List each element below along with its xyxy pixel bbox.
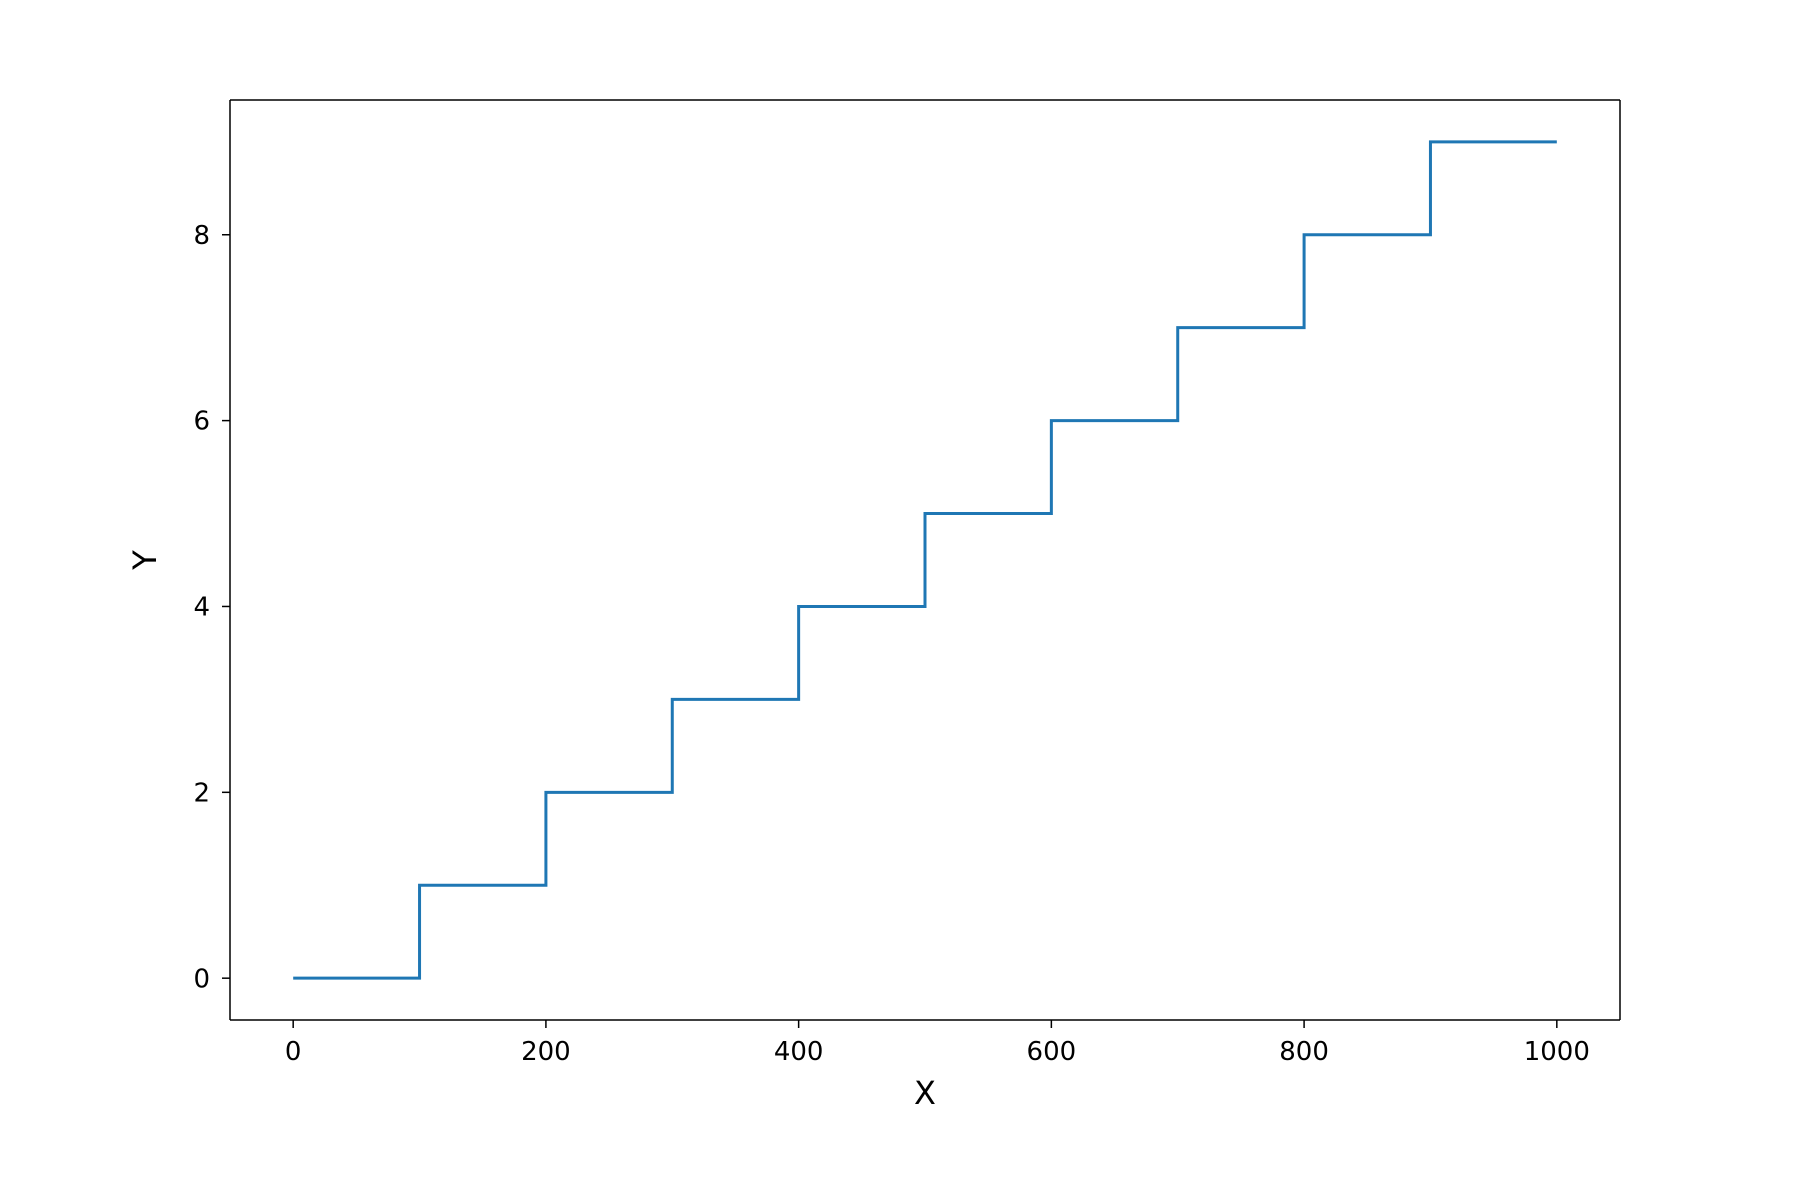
y-axis-label: Y <box>126 550 164 571</box>
y-tick-label: 4 <box>193 593 210 623</box>
x-tick-label: 0 <box>285 1037 302 1067</box>
x-tick-label: 400 <box>774 1037 824 1067</box>
x-tick-label: 600 <box>1027 1037 1077 1067</box>
y-tick-label: 2 <box>193 778 210 808</box>
y-tick-label: 6 <box>193 407 210 437</box>
y-tick-label: 8 <box>193 221 210 251</box>
x-tick-label: 1000 <box>1524 1037 1590 1067</box>
y-tick-label: 0 <box>193 964 210 994</box>
x-tick-label: 800 <box>1279 1037 1329 1067</box>
step-chart: 0 200 400 600 800 1000 0 2 4 6 8 X Y <box>0 0 1800 1200</box>
x-axis-label: X <box>914 1074 936 1112</box>
chart-svg: 0 200 400 600 800 1000 0 2 4 6 8 X Y <box>0 0 1800 1200</box>
x-tick-label: 200 <box>521 1037 571 1067</box>
